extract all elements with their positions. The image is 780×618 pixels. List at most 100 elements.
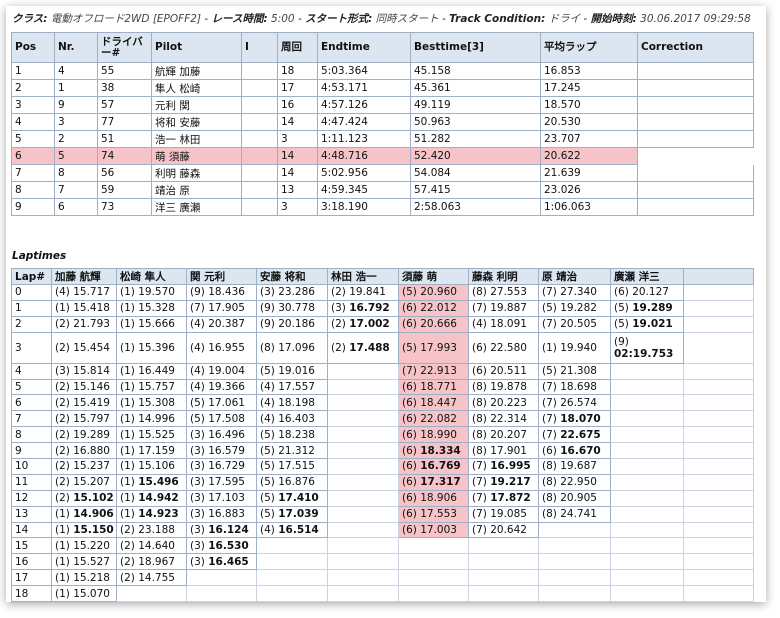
laptimes-cell xyxy=(398,585,469,602)
laptimes-cell: (7) 20.505 xyxy=(538,315,611,333)
lap-time: 15.106 xyxy=(138,460,175,473)
laptimes-cell: (1) 14.942 xyxy=(116,489,187,507)
separator: - xyxy=(297,13,302,25)
lap-time: 18.967 xyxy=(138,555,175,568)
laptimes-cell-empty xyxy=(683,394,754,412)
results-cell xyxy=(637,113,754,131)
lap-position: (2) xyxy=(55,381,74,393)
lap-time: 15.525 xyxy=(138,428,175,441)
laptimes-cell: 16 xyxy=(11,553,52,571)
results-cell: 55 xyxy=(97,62,152,80)
laptimes-cell: (6) 22.580 xyxy=(468,331,539,364)
laptimes-cell xyxy=(538,521,611,539)
lap-time: 17.159 xyxy=(138,444,175,457)
lap-position: (3) xyxy=(331,302,350,315)
lap-time: 17.002 xyxy=(349,318,390,331)
laptimes-cell xyxy=(256,585,328,602)
lap-position: (1) xyxy=(120,460,139,473)
laptimes-cell: (5) 17.410 xyxy=(256,489,328,507)
results-cell xyxy=(241,181,278,199)
lap-position: (8) xyxy=(472,428,491,441)
lap-position: (5) xyxy=(260,428,279,441)
laptimes-cell: (4) 15.717 xyxy=(51,284,117,301)
laptimes-cell xyxy=(327,394,399,412)
lap-time: 17.595 xyxy=(208,476,245,489)
lap-position: (4) xyxy=(260,396,279,409)
lap-time: 14.942 xyxy=(138,492,179,505)
lap-position: (1) xyxy=(120,476,139,489)
lap-time: 18.698 xyxy=(560,381,597,393)
laptimes-cell: (5) 17.515 xyxy=(256,458,328,475)
lap-position: (6) xyxy=(472,365,491,378)
laptimes-cell: (7) 19.887 xyxy=(468,299,539,317)
lap-time: 19.878 xyxy=(490,381,527,393)
laptimes-cell: (9) 02:19.753 xyxy=(610,331,684,364)
laptimes-cell: (2) 14.640 xyxy=(116,537,187,555)
results-cell: 56 xyxy=(97,164,152,182)
lap-position: (4) xyxy=(190,341,209,354)
lap-time: 17.901 xyxy=(490,444,527,457)
lap-position: (1) xyxy=(120,341,139,354)
results-cell: 1 xyxy=(54,79,98,97)
lap-time: 19.940 xyxy=(560,341,597,354)
laptimes-col-header: 藤森 利明 xyxy=(468,268,539,285)
lap-position: (5) xyxy=(614,318,633,331)
lap-position: (6) xyxy=(402,318,421,331)
results-cell xyxy=(241,62,278,80)
lap-time: 24.741 xyxy=(560,508,597,521)
laptimes-cell: (6) 16.769 xyxy=(398,458,469,475)
lap-position: (7) xyxy=(472,492,491,505)
laptimes-cell xyxy=(468,585,539,602)
lap-position: (6) xyxy=(402,444,421,457)
lap-time: 21.312 xyxy=(278,444,315,457)
results-row: 8 7 59 靖治 原 13 4:59.345 57.415 23.026 xyxy=(11,181,754,199)
laptimes-cell xyxy=(610,505,684,523)
lap-position: (3) xyxy=(190,492,209,505)
laptimes-cell: (2) 15.419 xyxy=(51,394,117,412)
laptimes-cell-empty xyxy=(683,458,754,475)
laptimes-cell: (8) 20.207 xyxy=(468,426,539,444)
results-cell: 23.026 xyxy=(540,181,638,199)
results-cell: 6 xyxy=(11,147,55,165)
lap-position: (3) xyxy=(190,524,209,537)
laptimes-cell: (3) 16.883 xyxy=(186,505,257,523)
lap-position: (7) xyxy=(542,396,561,409)
lap-position: (4) xyxy=(190,318,209,331)
lap-time: 16.449 xyxy=(138,365,175,378)
laptimes-cell: (7) 18.070 xyxy=(538,410,611,428)
lap-time: 15.454 xyxy=(73,341,110,354)
lap-position: (6) xyxy=(402,381,421,393)
lap-time: 18.238 xyxy=(278,428,315,441)
laptimes-cell: (8) 19.687 xyxy=(538,458,611,475)
results-cell: 将和 安藤 xyxy=(151,113,242,131)
laptimes-col-header-empty xyxy=(683,268,754,285)
lap-time: 16.514 xyxy=(278,524,319,537)
laptimes-cell: (7) 19.217 xyxy=(468,473,539,491)
laptimes-cell xyxy=(610,458,684,475)
laptimes-cell: (3) 16.792 xyxy=(327,299,399,317)
laptimes-cell-empty xyxy=(683,505,754,523)
results-cell: 3:18.190 xyxy=(317,198,411,216)
laptimes-cell: (1) 15.308 xyxy=(116,394,187,412)
laptimes-cell: (1) 19.570 xyxy=(116,284,187,301)
lap-time: 15.150 xyxy=(73,524,114,537)
laptimes-cell xyxy=(468,537,539,555)
lap-time: 18.091 xyxy=(490,318,527,331)
laptimes-cell: 0 xyxy=(11,284,52,301)
lap-position: (3) xyxy=(190,444,209,457)
laptimes-cell: (5) 17.508 xyxy=(186,410,257,428)
lap-position: (2) xyxy=(331,318,350,331)
results-cell: 9 xyxy=(54,96,98,114)
lap-time: 15.527 xyxy=(73,555,110,568)
laptimes-row: 3 (2) 15.454 (1) 15.396 (4) 16.955 (8) 17.09… xyxy=(11,331,754,364)
laptimes-col-header: 松崎 隼人 xyxy=(116,268,187,285)
laptimes-cell xyxy=(610,585,684,602)
laptimes-cell: (7) 20.642 xyxy=(468,521,539,539)
results-cell: 1:11.123 xyxy=(317,130,411,148)
laptimes-cell: (1) 14.906 xyxy=(51,505,117,523)
lap-time: 18.436 xyxy=(208,286,245,299)
results-cell: 5 xyxy=(11,130,55,148)
lap-time: 20.127 xyxy=(632,286,669,299)
laptimes-cell: (2) 23.188 xyxy=(116,521,187,539)
laptimes-col-header: 廣瀬 洋三 xyxy=(610,268,684,285)
